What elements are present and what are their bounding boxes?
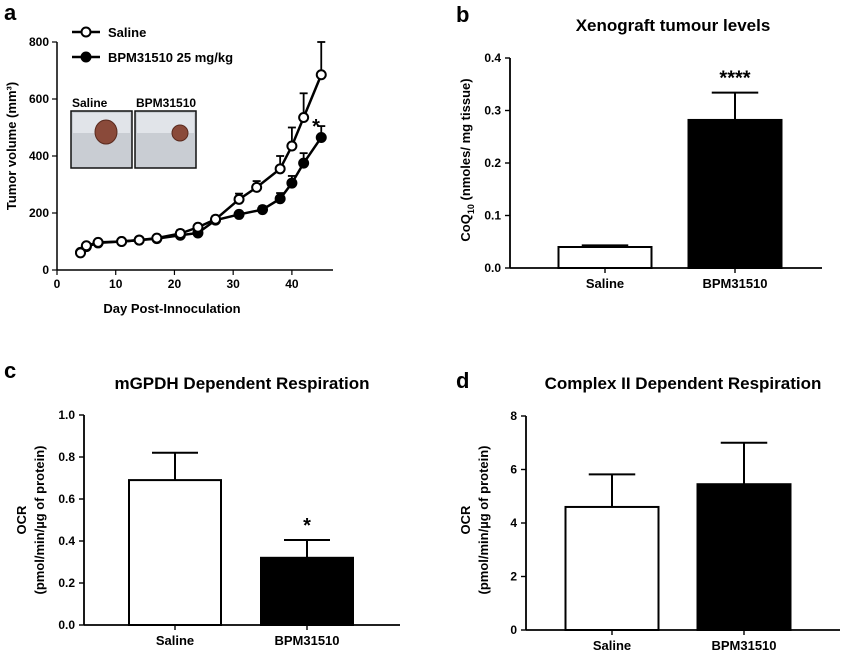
panel-d-y-tick-label: 4 xyxy=(510,516,517,530)
panel-a-inset-tumour xyxy=(171,124,189,142)
panel-c-bar-chart: mGPDH Dependent Respiration OCR (pmol/mi… xyxy=(14,374,400,648)
panel-a-inset-label-bpm: BPM31510 xyxy=(136,96,196,110)
panel-a-inset-tumour xyxy=(94,119,118,145)
panel-d-bar-bpm31510 xyxy=(696,483,792,631)
panel-c-y-axis-label-line2: (pmol/min/µg of protein) xyxy=(32,445,47,594)
panel-c-x-tick-label: Saline xyxy=(156,633,194,648)
panel-a-y-axis-label: Tumor volume (mm³) xyxy=(4,82,19,210)
panel-d-y-tick-label: 0 xyxy=(510,623,517,637)
panel-a-x-axis-label: Day Post-Innoculation xyxy=(103,301,240,316)
panel-b-bar-bpm31510 xyxy=(687,118,783,269)
panel-a-legend-bpm: BPM31510 25 mg/kg xyxy=(108,50,233,65)
panel-d-x-tick-label: Saline xyxy=(593,638,631,653)
panel-b-y-tick-label: 0.1 xyxy=(484,209,501,223)
panel-b-y-axis-label: CoQ10 (nmoles/ mg tissue) xyxy=(458,78,476,241)
panel-a-legend-saline: Saline xyxy=(108,25,146,40)
panel-c-bar-bpm31510 xyxy=(260,556,354,626)
panel-a-line-chart: Day Post-Innoculation Tumor volume (mm³)… xyxy=(4,25,333,316)
panel-a-y-tick-label: 800 xyxy=(29,35,49,49)
panel-a-data-point xyxy=(315,69,327,81)
panel-a-y-tick-label: 600 xyxy=(29,92,49,106)
panel-a-data-point xyxy=(192,221,204,233)
panel-a-data-point xyxy=(74,247,86,259)
panel-b-y-tick-label: 0.4 xyxy=(484,51,501,65)
panel-c-y-tick-label: 0.4 xyxy=(58,534,75,548)
panel-d-y-tick-label: 6 xyxy=(510,463,517,477)
panel-d-y-tick-label: 2 xyxy=(510,570,517,584)
panel-a-data-point xyxy=(80,240,92,252)
panel-a-data-point xyxy=(286,140,298,152)
panel-a-y-tick-label: 0 xyxy=(42,263,49,277)
panel-a-data-point xyxy=(315,131,327,143)
panel-letter-a: a xyxy=(4,0,17,25)
panel-a-legend-marker-saline xyxy=(80,26,92,38)
panel-b-significance-mark: **** xyxy=(719,68,750,90)
panel-letter-b: b xyxy=(456,2,469,27)
panel-b-y-tick-label: 0.0 xyxy=(484,261,501,275)
panel-a-data-point xyxy=(92,236,104,248)
panel-a-y-tick-label: 200 xyxy=(29,206,49,220)
panel-c-bar-saline xyxy=(128,479,222,626)
panel-a-data-point xyxy=(174,228,186,240)
panel-a-x-tick-label: 10 xyxy=(109,277,123,291)
panel-b-y-tick-label: 0.2 xyxy=(484,156,501,170)
panel-letter-d: d xyxy=(456,368,469,393)
panel-d-y-tick-label: 8 xyxy=(510,409,517,423)
panel-a-inset-label-saline: Saline xyxy=(72,96,108,110)
panel-a-y-tick-label: 400 xyxy=(29,149,49,163)
panel-d-title: Complex II Dependent Respiration xyxy=(545,374,822,393)
panel-d-bar-saline xyxy=(564,505,660,632)
panel-a-data-point xyxy=(274,193,286,205)
panel-b-y-tick-label: 0.3 xyxy=(484,104,501,118)
panel-b-bar-saline xyxy=(557,246,653,269)
panel-b-bar-chart: Xenograft tumour levels CoQ10 (nmoles/ m… xyxy=(458,16,822,291)
panel-c-y-tick-label: 0.8 xyxy=(58,450,75,464)
panel-a-data-point xyxy=(233,208,245,220)
panel-d-y-axis-label-line1: OCR xyxy=(458,505,473,535)
panel-a-legend-marker-bpm xyxy=(80,51,92,63)
panel-b-x-tick-label: Saline xyxy=(586,276,624,291)
panel-a-data-point xyxy=(151,232,163,244)
panel-a-x-tick-label: 20 xyxy=(168,277,182,291)
panel-a-significance-mark: * xyxy=(312,116,320,138)
panel-c-y-tick-label: 0.2 xyxy=(58,576,75,590)
panel-letter-c: c xyxy=(4,358,16,383)
panel-c-y-tick-label: 0.6 xyxy=(58,492,75,506)
panel-b-title: Xenograft tumour levels xyxy=(576,16,771,35)
panel-c-y-tick-label: 1.0 xyxy=(58,408,75,422)
panel-c-x-tick-label: BPM31510 xyxy=(274,633,339,648)
panel-c-y-axis-label-line1: OCR xyxy=(14,505,29,535)
panel-a-data-point xyxy=(116,236,128,247)
panel-c-title: mGPDH Dependent Respiration xyxy=(114,374,369,393)
panel-a-data-point xyxy=(233,193,245,205)
panel-a-data-point xyxy=(210,213,222,225)
panel-a-data-point xyxy=(274,163,286,175)
panel-b-x-tick-label: BPM31510 xyxy=(702,276,767,291)
panel-d-bar-chart: Complex II Dependent Respiration OCR (pm… xyxy=(458,374,840,653)
panel-a-data-point xyxy=(133,234,145,246)
panel-a-x-tick-label: 30 xyxy=(226,277,240,291)
panel-d-y-axis-label-line2: (pmol/min/µg of protein) xyxy=(476,445,491,594)
panel-a-data-point xyxy=(298,157,310,169)
panel-c-significance-mark: * xyxy=(303,515,311,537)
panel-a-data-point xyxy=(257,204,269,216)
panel-a-x-tick-label: 0 xyxy=(54,277,61,291)
panel-a-data-point xyxy=(298,112,310,124)
panel-c-y-tick-label: 0.0 xyxy=(58,618,75,632)
panel-a-data-point xyxy=(286,177,298,189)
panel-a-x-tick-label: 40 xyxy=(285,277,299,291)
panel-d-x-tick-label: BPM31510 xyxy=(711,638,776,653)
panel-a-data-point xyxy=(251,181,263,193)
